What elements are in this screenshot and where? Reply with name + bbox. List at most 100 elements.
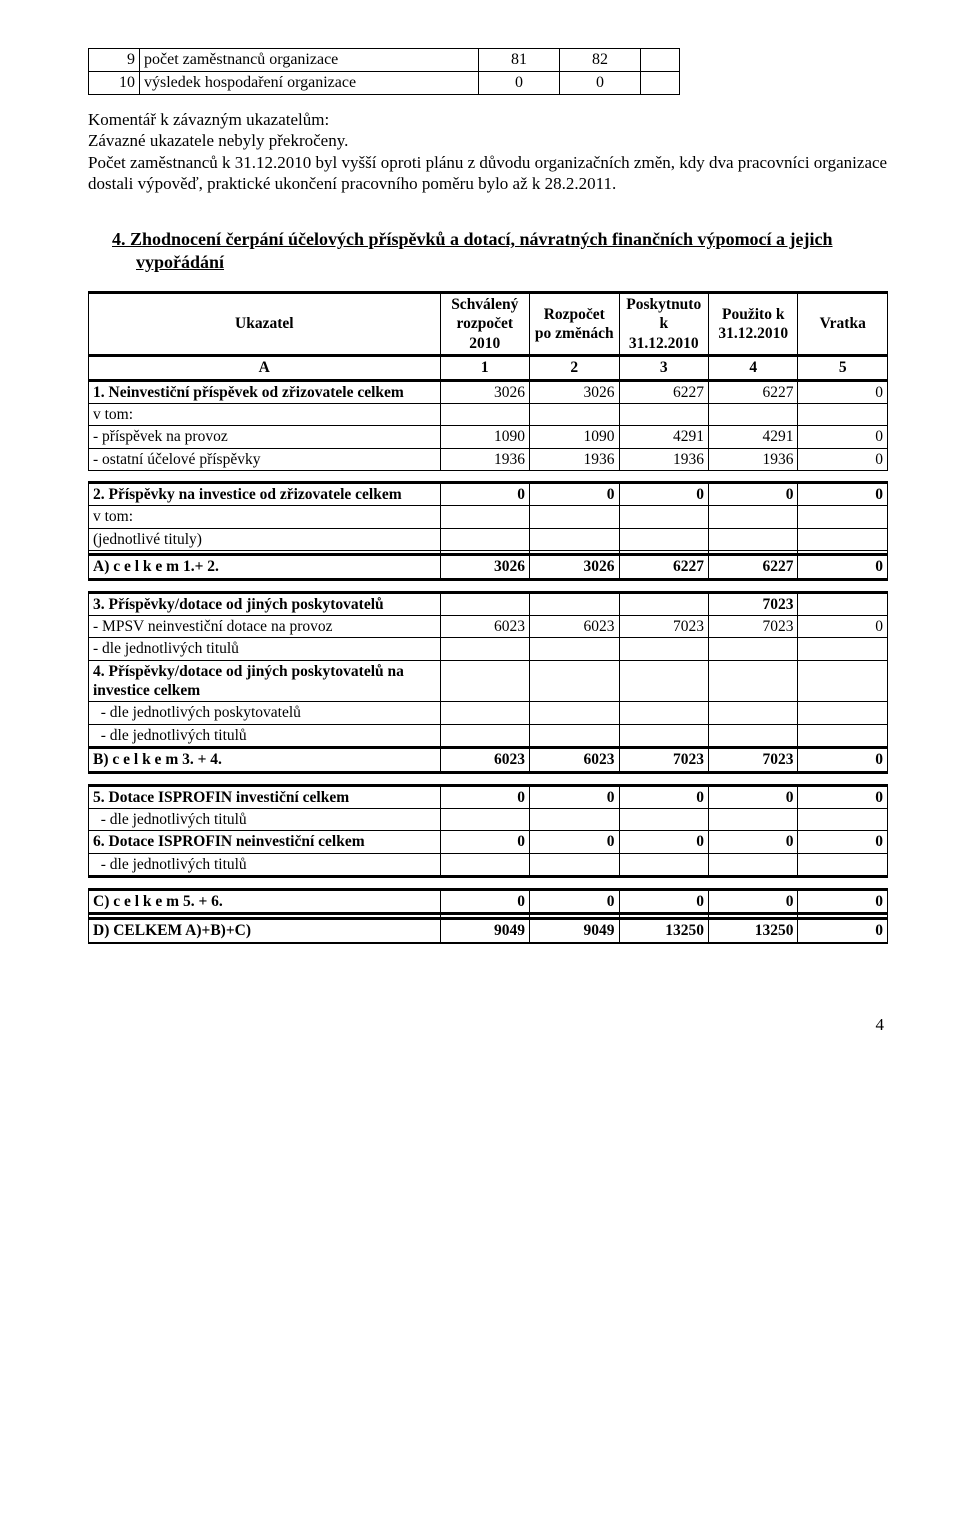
cell: 7023: [709, 615, 798, 637]
col-index: A: [89, 357, 441, 380]
cell: 13250: [709, 920, 798, 943]
table-row: v tom:: [89, 403, 888, 425]
table-row: - dle jednotlivých titulů: [89, 724, 888, 747]
cell: 7023: [709, 593, 798, 615]
col-header: Použito k 31.12.2010: [709, 294, 798, 356]
table-row: A) c e l k e m 1.+ 2. 3026 3026 6227 622…: [89, 556, 888, 579]
cell: 0: [709, 891, 798, 914]
row-label: (jednotlivé tituly): [89, 528, 441, 550]
table-row: - MPSV neinvestiční dotace na provoz 602…: [89, 615, 888, 637]
cell: [619, 593, 708, 615]
row-number: 10: [89, 72, 140, 95]
comment-line: Závazné ukazatele nebyly překročeny.: [88, 130, 888, 151]
cell: 3026: [440, 556, 529, 579]
table-row: 1. Neinvestiční příspěvek od zřizovatele…: [89, 381, 888, 403]
cell: 3026: [530, 556, 619, 579]
cell: 0: [560, 72, 641, 95]
cell: 1090: [530, 426, 619, 448]
table-row: 6. Dotace ISPROFIN neinvestiční celkem 0…: [89, 831, 888, 853]
row-label: B) c e l k e m 3. + 4.: [89, 749, 441, 772]
cell: 6023: [530, 749, 619, 772]
row-label: 2. Příspěvky na investice od zřizovatele…: [89, 484, 441, 506]
table-row: - příspěvek na provoz 1090 1090 4291 429…: [89, 426, 888, 448]
table-row: - dle jednotlivých titulů: [89, 853, 888, 876]
cell: 0: [619, 786, 708, 808]
empty-cell: [641, 72, 680, 95]
table-row: 9 počet zaměstnanců organizace 81 82: [89, 49, 680, 72]
cell: 0: [619, 831, 708, 853]
cell: 0: [798, 920, 888, 943]
comment-block: Komentář k závazným ukazatelům: Závazné …: [88, 109, 888, 194]
comment-line: Komentář k závazným ukazatelům:: [88, 109, 888, 130]
col-index: 4: [709, 357, 798, 380]
cell: 6023: [530, 615, 619, 637]
table-row: 5. Dotace ISPROFIN investiční celkem 0 0…: [89, 786, 888, 808]
cell: 6023: [440, 615, 529, 637]
cell: 1936: [619, 448, 708, 470]
table-row: 2. Příspěvky na investice od zřizovatele…: [89, 484, 888, 506]
cell: 7023: [709, 749, 798, 772]
cell: 0: [440, 484, 529, 506]
cell: 0: [530, 484, 619, 506]
top-mini-table: 9 počet zaměstnanců organizace 81 82 10 …: [88, 48, 680, 95]
cell: 1936: [709, 448, 798, 470]
section-4-title: 4. Zhodnocení čerpání účelových příspěvk…: [112, 228, 888, 273]
table-row: - dle jednotlivých titulů: [89, 638, 888, 660]
row-label: 5. Dotace ISPROFIN investiční celkem: [89, 786, 441, 808]
cell: 0: [709, 831, 798, 853]
header-row: Ukazatel Schválený rozpočet 2010 Rozpoče…: [89, 294, 888, 356]
col-header: Schválený rozpočet 2010: [440, 294, 529, 356]
row-label: v tom:: [89, 506, 441, 528]
col-index: 5: [798, 357, 888, 380]
cell: 0: [440, 831, 529, 853]
row-label: - dle jednotlivých titulů: [89, 638, 441, 660]
table-row: - dle jednotlivých titulů: [89, 808, 888, 830]
row-label: v tom:: [89, 403, 441, 425]
cell: 81: [479, 49, 560, 72]
row-label: - dle jednotlivých poskytovatelů: [89, 702, 441, 724]
row-label: A) c e l k e m 1.+ 2.: [89, 556, 441, 579]
cell: 3026: [440, 381, 529, 403]
row-label: 4. Příspěvky/dotace od jiných poskytovat…: [89, 660, 441, 702]
cell: 0: [798, 831, 888, 853]
table-row: D) CELKEM A)+B)+C) 9049 9049 13250 13250…: [89, 920, 888, 943]
cell: 0: [619, 891, 708, 914]
col-header: Ukazatel: [89, 294, 441, 356]
cell: 0: [530, 786, 619, 808]
cell: 0: [798, 749, 888, 772]
table-row: - dle jednotlivých poskytovatelů: [89, 702, 888, 724]
main-data-table: Ukazatel Schválený rozpočet 2010 Rozpoče…: [88, 291, 888, 944]
table-row: 3. Příspěvky/dotace od jiných poskytovat…: [89, 593, 888, 615]
cell: 6227: [619, 556, 708, 579]
cell: 0: [440, 891, 529, 914]
cell: 82: [560, 49, 641, 72]
row-label: 6. Dotace ISPROFIN neinvestiční celkem: [89, 831, 441, 853]
cell: 0: [530, 891, 619, 914]
cell: 0: [709, 484, 798, 506]
row-label: počet zaměstnanců organizace: [140, 49, 479, 72]
cell: 6227: [709, 381, 798, 403]
row-number: 9: [89, 49, 140, 72]
cell: 1090: [440, 426, 529, 448]
row-label: - dle jednotlivých titulů: [89, 853, 441, 876]
cell: 0: [530, 831, 619, 853]
cell: 4291: [619, 426, 708, 448]
cell: 1936: [530, 448, 619, 470]
cell: 0: [798, 786, 888, 808]
table-row: B) c e l k e m 3. + 4. 6023 6023 7023 70…: [89, 749, 888, 772]
col-index: 3: [619, 357, 708, 380]
row-label: výsledek hospodaření organizace: [140, 72, 479, 95]
table-row: v tom:: [89, 506, 888, 528]
col-header: Poskytnuto k 31.12.2010: [619, 294, 708, 356]
row-label: 1. Neinvestiční příspěvek od zřizovatele…: [89, 381, 441, 403]
row-label: - MPSV neinvestiční dotace na provoz: [89, 615, 441, 637]
row-label: 3. Příspěvky/dotace od jiných poskytovat…: [89, 593, 441, 615]
col-header: Rozpočet po změnách: [530, 294, 619, 356]
cell: 1936: [440, 448, 529, 470]
row-label: C) c e l k e m 5. + 6.: [89, 891, 441, 914]
cell: 0: [798, 484, 888, 506]
cell: 4291: [709, 426, 798, 448]
cell: 7023: [619, 615, 708, 637]
cell: [798, 593, 888, 615]
row-label: - ostatní účelové příspěvky: [89, 448, 441, 470]
